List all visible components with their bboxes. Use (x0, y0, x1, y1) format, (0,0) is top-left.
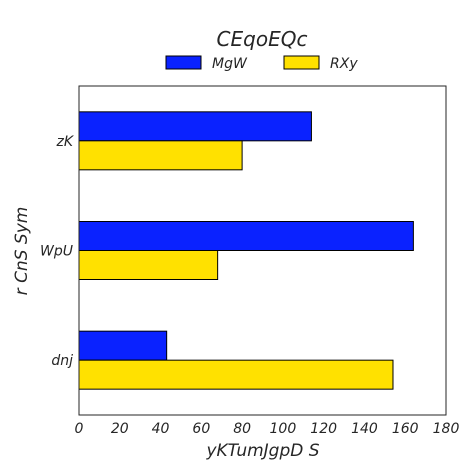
legend: MgW RXy (165, 55, 358, 72)
bars-group (78, 111, 414, 390)
x-tick-label: 0 (75, 421, 84, 437)
bar-dnj-RXy (78, 359, 394, 390)
x-tick-label: 60 (192, 421, 210, 437)
legend-swatch-mgw (165, 55, 202, 70)
legend-label-mgw: MgW (212, 56, 248, 72)
legend-label-rxy: RXy (330, 56, 358, 72)
x-tick-label: 20 (111, 421, 129, 437)
y-tick-label: dnj (51, 353, 73, 369)
chart-title: CEqoEQc (217, 27, 308, 51)
x-tick-label: 80 (233, 421, 251, 437)
x-tick-label: 40 (152, 421, 170, 437)
x-tick-labels: 0 20 40 60 80 100 120 140 160 180 (75, 421, 460, 437)
x-tick-label: 140 (351, 421, 378, 437)
plot-frame (78, 85, 447, 416)
x-tick-label: 160 (392, 421, 419, 437)
bar-WpU-RXy (78, 250, 219, 280)
x-tick-label: 100 (270, 421, 297, 437)
bar-zK-RXy (78, 140, 243, 171)
y-tick-label: zK (55, 134, 74, 150)
x-tick-label: 180 (433, 421, 460, 437)
bar-dnj-MgW (78, 330, 168, 361)
bar-zK-MgW (78, 111, 312, 142)
y-tick-labels: zK WpU dnj (40, 134, 75, 369)
x-axis-label: yKTumJgpD S (205, 441, 319, 461)
y-tick-label: WpU (40, 244, 73, 260)
x-tick-label: 120 (310, 421, 337, 437)
y-axis-label: r CnS Sym (12, 207, 32, 296)
bar-WpU-MgW (78, 221, 414, 251)
legend-swatch-rxy (283, 55, 320, 70)
